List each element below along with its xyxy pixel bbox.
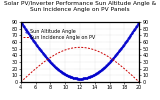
Text: Solar PV/Inverter Performance Sun Altitude Angle & Sun Incidence Angle on PV Pan: Solar PV/Inverter Performance Sun Altitu… [4,1,156,12]
Sun Altitude Angle [20,21,22,23]
Line: Sun Incidence Angle on PV: Sun Incidence Angle on PV [21,47,139,82]
Sun Altitude Angle [93,74,95,76]
Sun Incidence Angle on PV [120,65,122,66]
Sun Incidence Angle on PV [91,48,93,50]
Sun Incidence Angle on PV [20,81,22,83]
Sun Incidence Angle on PV [20,81,22,82]
Sun Incidence Angle on PV [90,48,92,50]
Legend: Sun Altitude Angle, Sun Incidence Angle on PV: Sun Altitude Angle, Sun Incidence Angle … [23,29,95,40]
Sun Incidence Angle on PV [79,47,81,48]
Sun Altitude Angle [20,22,22,23]
Sun Incidence Angle on PV [93,49,95,50]
Sun Altitude Angle [79,78,81,79]
Sun Altitude Angle [91,75,93,77]
Sun Altitude Angle [138,21,140,23]
Sun Incidence Angle on PV [138,81,140,83]
Sun Altitude Angle [120,48,122,49]
Sun Altitude Angle [128,37,129,38]
Line: Sun Altitude Angle: Sun Altitude Angle [20,21,140,79]
Sun Incidence Angle on PV [128,72,129,73]
Sun Altitude Angle [90,76,92,77]
